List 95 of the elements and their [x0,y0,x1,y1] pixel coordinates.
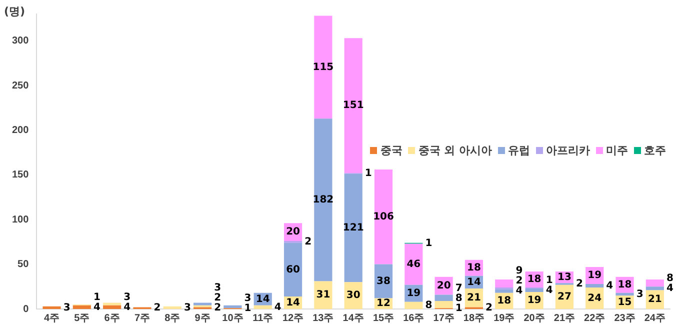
x-tick-label: 12주 [282,312,304,324]
legend-label: 중국 외 아시아 [417,144,492,157]
data-label: 3 [214,282,222,294]
x-tick-label: 8주 [164,312,180,324]
x-tick-label: 21주 [554,312,576,324]
data-label: 15 [618,296,632,308]
data-label: 21 [648,294,662,306]
data-label: 3 [636,288,644,300]
data-label: 1 [93,292,100,303]
x-tick-label: 6주 [104,312,120,324]
data-label: 121 [342,222,364,234]
data-label: 2 [214,292,222,304]
y-tick-label: 300 [12,36,30,47]
x-tick-label: 22주 [584,312,606,324]
x-tick-label: 5주 [74,312,90,324]
x-tick-label: 24주 [644,312,666,324]
data-label: 2 [154,302,161,314]
data-label: 3 [244,293,252,304]
data-label: 60 [286,264,300,276]
data-label: 2 [214,302,222,314]
data-label: 115 [312,62,334,73]
data-label: 30 [346,290,360,302]
data-label: 24 [588,292,602,304]
x-tick-label: 17주 [433,312,454,324]
data-label: 2 [486,302,493,314]
data-label: 1 [425,238,432,249]
data-label: 13 [557,272,572,283]
data-label: 8 [455,293,462,304]
x-tick-label: 4주 [44,312,60,324]
y-tick-label: 150 [12,170,30,181]
data-label: 18 [497,296,512,307]
x-tick-label: 18주 [463,312,485,324]
data-label: 4 [606,280,614,292]
y-tick-label: 200 [12,124,30,136]
data-label: 4 [666,283,674,294]
data-label: 18 [527,274,542,286]
data-label: 19 [588,270,602,282]
data-label: 12 [376,298,390,310]
legend-label: 호주 [643,144,666,157]
data-label: 21 [467,292,481,304]
x-tick-label: 9주 [194,312,210,324]
data-label: 14 [256,294,270,305]
legend-label: 중국 [379,144,402,157]
x-tick-label: 19주 [494,312,515,324]
x-tick-label: 20주 [524,312,545,324]
data-label: 7 [455,283,462,294]
data-label: 4 [274,302,282,313]
x-tick-label: 7주 [134,312,150,324]
y-tick-label: 50 [18,259,30,270]
data-label: 18 [618,279,632,290]
data-label: 20 [436,280,451,292]
y-tick-label: 250 [12,80,30,92]
data-label: 8 [425,300,432,312]
y-tick-label: 100 [12,214,30,226]
data-label: 4 [516,286,523,297]
data-label: 27 [557,292,572,303]
data-label: 3 [63,302,70,314]
x-tick-label: 14주 [342,312,364,324]
data-label: 4 [124,302,131,313]
data-label: 182 [312,194,334,206]
data-label: 19 [527,295,542,306]
data-label: 38 [376,276,390,287]
y-axis-title: (명) [4,4,26,19]
data-label: 46 [406,258,421,270]
x-tick-label: 15주 [372,312,394,324]
data-label: 1 [244,303,252,314]
data-label: 9 [516,266,523,277]
data-label: 31 [316,290,330,301]
data-label: 19 [406,288,421,299]
data-label: 2 [576,278,584,290]
data-label: 106 [373,212,394,223]
data-label: 1 [364,168,372,180]
data-label: 4 [93,302,100,313]
data-label: 2 [516,276,523,287]
x-tick-label: 11주 [252,312,274,324]
legend-label: 미주 [605,144,628,157]
data-label: 8 [666,273,674,284]
data-label: 14 [467,276,481,288]
x-tick-label: 23주 [614,312,636,324]
x-tick-label: 13주 [312,312,334,324]
data-label: 3 [124,292,131,303]
legend-label: 유럽 [507,144,530,157]
data-label: 4 [546,284,553,296]
y-tick-label: 0 [23,304,30,315]
x-tick-label: 10주 [222,312,244,324]
data-label: 20 [286,226,300,238]
x-tick-label: 16주 [403,312,424,324]
data-label: 151 [342,100,364,112]
data-label: 1 [455,303,462,314]
data-label: 14 [286,297,300,308]
data-label: 3 [184,302,191,314]
legend-label: 아프리카 [545,144,590,157]
data-label: 2 [304,236,312,248]
data-label: 18 [467,262,481,274]
data-label: 1 [546,274,553,286]
